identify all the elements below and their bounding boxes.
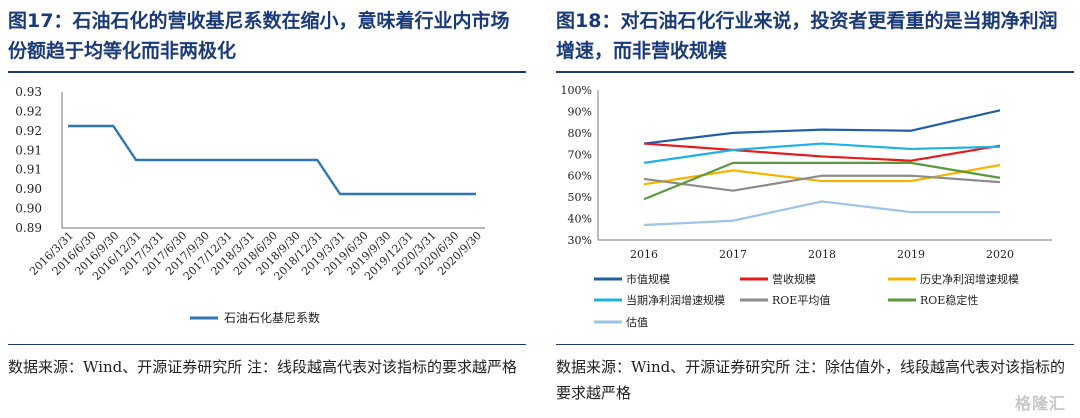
y-tick-label: 0.92 [15, 104, 42, 118]
y-tick-label: 50% [568, 191, 592, 204]
series-line-6 [643, 200, 1000, 227]
legend-label-3: 当期净利润增速规模 [626, 293, 725, 307]
legend-label-4: ROE平均值 [772, 294, 830, 307]
factor-requirement-line-chart: 30% 40% 50% 60% 70% 80% 90% 100% 2016 2017 2018 201… [561, 84, 1052, 329]
y-tick-label: 0.92 [15, 124, 42, 138]
chart-title-left: 图17：石油石化的营收基尼系数在缩小，意味着行业内市场份额趋于均等化而非两极化 [8, 10, 510, 62]
left-chart-panel: 图17：石油石化的营收基尼系数在缩小，意味着行业内市场份额趋于均等化而非两极化 … [0, 0, 530, 418]
y-tick-label: 90% [568, 105, 592, 118]
y-tick-label: 40% [568, 213, 592, 226]
series-line-0 [643, 109, 1001, 145]
x-tick-label: 2018 [808, 248, 836, 261]
y-tick-label: 30% [568, 234, 592, 247]
source-divider-right [556, 344, 1074, 345]
legend-label-2: 历史净利润增速规模 [920, 272, 1019, 286]
legend-label-6: 估值 [626, 316, 648, 329]
title-divider-left [8, 71, 526, 73]
right-chart-panel: 图18：对石油石化行业来说，投资者更看重的是当期净利润增速，而非营收规模 30%… [548, 0, 1078, 418]
y-tick-label: 70% [568, 148, 592, 161]
y-tick-label: 80% [568, 127, 592, 140]
y-tick-label: 100% [561, 84, 592, 97]
legend-label-5: ROE稳定性 [920, 293, 978, 307]
x-tick-label: 2020 [986, 248, 1014, 261]
y-tick-label: 0.91 [15, 143, 42, 157]
series-line-1 [643, 142, 1001, 162]
source-note-right: 数据来源：Wind、开源证券研究所 注：除估值外，线段越高代表对该指标的要求越严… [556, 358, 1065, 402]
y-tick-label: 0.89 [15, 221, 42, 235]
x-tick-label: 2019 [897, 248, 925, 261]
legend-label-1: 营收规模 [772, 272, 816, 286]
title-divider-right [556, 71, 1074, 73]
legend-label-gini: 石油石化基尼系数 [224, 310, 320, 325]
watermark-logo: 格隆汇 [1014, 394, 1066, 413]
y-tick-label: 0.93 [15, 85, 42, 99]
y-tick-label: 0.90 [15, 182, 42, 196]
y-tick-label: 0.91 [15, 163, 42, 177]
source-divider-left [8, 344, 526, 345]
x-tick-label: 2017 [719, 248, 747, 261]
gini-line-chart: 0.890.900.900.910.910.920.920.932016/3/3… [15, 85, 485, 325]
y-tick-label: 60% [568, 170, 592, 183]
source-note-left: 数据来源：Wind、开源证券研究所 注：线段越高代表对该指标的要求越严格 [8, 358, 517, 376]
legend-label-0: 市值规模 [626, 272, 670, 286]
y-tick-label: 0.90 [15, 202, 42, 216]
chart-title-right: 图18：对石油石化行业来说，投资者更看重的是当期净利润增速，而非营收规模 [556, 10, 1058, 62]
x-tick-label: 2016 [630, 248, 658, 261]
